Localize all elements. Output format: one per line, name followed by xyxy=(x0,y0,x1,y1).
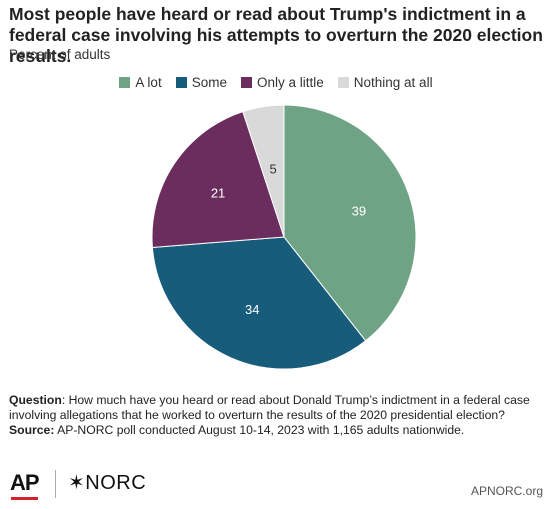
pie-chart: 39 34 21 5 xyxy=(151,104,417,370)
legend: A lot Some Only a little Nothing at all xyxy=(0,75,552,90)
data-label-only-a-little: 21 xyxy=(211,186,225,201)
pie-slice-a-lot xyxy=(283,104,417,342)
legend-label: Only a little xyxy=(256,75,324,90)
legend-swatch xyxy=(337,77,349,88)
ap-logo-bar xyxy=(11,497,38,500)
norc-logo-text: NORC xyxy=(85,472,147,494)
data-label-a-lot: 39 xyxy=(352,204,366,219)
legend-item-only-a-little: Only a little xyxy=(240,75,324,90)
question-label: Question xyxy=(9,393,62,407)
legend-label: Nothing at all xyxy=(353,75,433,90)
ap-logo: AP xyxy=(10,470,40,500)
source-label: Source: xyxy=(9,423,55,437)
chart-title: Most people have heard or read about Tru… xyxy=(9,4,543,66)
legend-item-some: Some xyxy=(175,75,227,90)
data-label-nothing-at-all: 5 xyxy=(270,162,277,177)
norc-logo: ✶NORC xyxy=(68,470,146,495)
legend-swatch xyxy=(240,77,252,88)
chart-subtitle: Percent of adults xyxy=(9,47,111,62)
source-text: AP-NORC poll conducted August 10-14, 202… xyxy=(54,423,465,437)
logo-divider xyxy=(55,470,56,498)
norc-star-icon: ✶ xyxy=(68,472,86,494)
legend-item-a-lot: A lot xyxy=(119,75,162,90)
legend-swatch xyxy=(119,77,131,88)
ap-logo-text: AP xyxy=(10,470,40,495)
pie-slice-some xyxy=(151,236,367,370)
legend-item-nothing-at-all: Nothing at all xyxy=(337,75,433,90)
data-label-some: 34 xyxy=(245,302,259,317)
pie-slice-only-a-little xyxy=(151,110,285,248)
site-url: APNORC.org xyxy=(470,484,543,498)
footnote: Question: How much have you heard or rea… xyxy=(9,393,549,438)
legend-label: A lot xyxy=(135,75,162,90)
pie-slice-nothing-at-all xyxy=(242,104,285,238)
legend-swatch xyxy=(175,77,187,88)
legend-label: Some xyxy=(191,75,227,90)
question-text: : How much have you heard or read about … xyxy=(9,393,530,422)
